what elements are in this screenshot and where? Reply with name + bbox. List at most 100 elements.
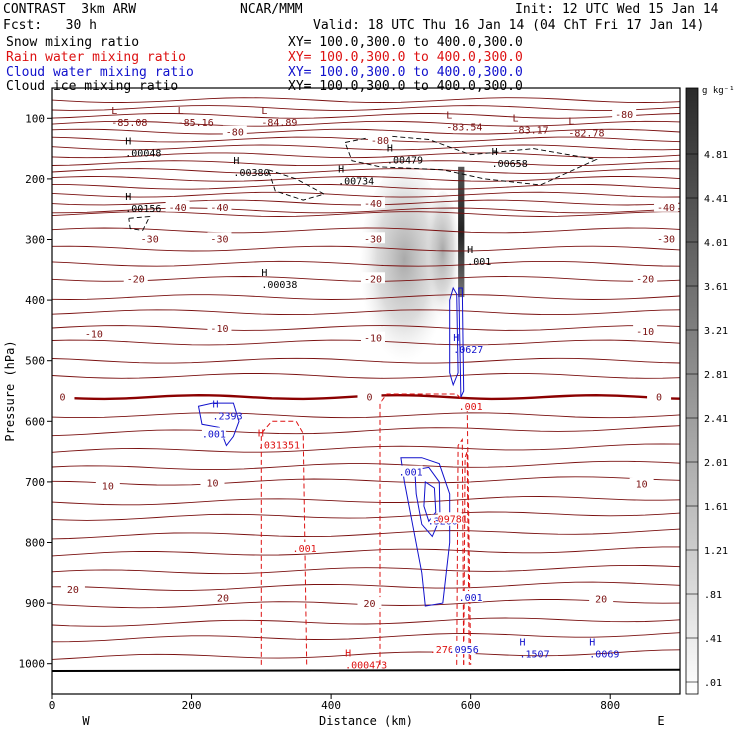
contour-label-bg (589, 592, 614, 604)
contour-label: -80 (226, 128, 244, 139)
extremum-value: .1507 (520, 650, 550, 661)
contour-label-bg (292, 541, 317, 553)
y-tick-label: 700 (25, 476, 45, 489)
contour-label-bg (629, 477, 654, 489)
valid-time: Valid: 18 UTC Thu 16 Jan 14 (04 ChT Fri … (313, 18, 705, 33)
contour-label-bg (207, 200, 232, 212)
extremum-value: .00156 (125, 204, 161, 215)
colorbar-label: .01 (704, 678, 722, 689)
field-xy-rain: XY= 100.0,300.0 to 400.0,300.0 (288, 50, 523, 65)
contour-label: .001 (293, 544, 317, 555)
contour-label-bg (81, 327, 106, 339)
contour-label: -30 (364, 234, 382, 245)
contour-label-bg (165, 200, 190, 212)
temperature-isoline (52, 160, 680, 167)
contour-label-bg (357, 597, 382, 609)
contour-label: 20 (217, 594, 229, 605)
contour-label: -30 (210, 234, 228, 245)
temperature-isoline (52, 581, 680, 591)
contour-label: -40 (657, 203, 675, 214)
cloud-water-isoline (400, 457, 451, 607)
plot-frame (51, 87, 681, 695)
extremum-value: -85.16 (178, 118, 214, 129)
contour-label-bg (360, 232, 385, 244)
contour-label: .001 (459, 593, 483, 604)
contour-label-bg (201, 427, 226, 439)
temperature-isoline (52, 617, 680, 627)
temperature-isoline (52, 649, 680, 660)
rain-isoline (260, 420, 308, 665)
contour-label: -10 (636, 327, 654, 338)
temperature-isoline (52, 152, 680, 159)
temperature-isoline (52, 443, 680, 453)
contour-label-bg (137, 232, 162, 244)
cloud-water-isoline (449, 286, 459, 387)
snow-core (425, 191, 461, 325)
temperature-isoline (52, 211, 680, 217)
temperature-isoline (52, 632, 680, 643)
contour-label: -20 (636, 274, 654, 285)
temperature-isoline (52, 176, 680, 182)
temperature-isoline (52, 207, 680, 214)
colorbar-label: .41 (704, 634, 722, 645)
extremum-value: .001 (467, 257, 491, 268)
field-xy-snow: XY= 100.0,300.0 to 400.0,300.0 (288, 35, 523, 50)
x-tick-label: 400 (321, 699, 341, 712)
contour-label-bg (210, 591, 235, 603)
contour-label-bg (360, 272, 385, 284)
surface-line (52, 668, 680, 672)
temperature-isoline (52, 511, 680, 521)
contour-label-bg (437, 512, 462, 524)
temperature-isoline (52, 113, 680, 119)
colorbar: g kg⁻¹ 4.81 4.41 4.01 3.61 3.21 2.81 2.41 2.01 1… (685, 86, 735, 695)
extremum-marker: H (467, 245, 473, 256)
y-tick-label: 200 (25, 173, 45, 186)
x-tick-label: 800 (600, 699, 620, 712)
contour-label-bg (207, 232, 232, 244)
extremum-marker: L (111, 106, 117, 117)
temperature-isoline (52, 564, 680, 575)
field-label-cloud-water: Cloud water mixing ratio (6, 65, 194, 80)
y-axis-title: Pressure (hPa) (3, 340, 17, 441)
y-tick-label: 900 (25, 597, 45, 610)
contour-label: -80 (615, 110, 633, 121)
contour-label: 20 (595, 594, 607, 605)
contour-label-bg (367, 134, 392, 146)
contour-label: 10 (102, 482, 114, 493)
contour-label: .2766 (430, 645, 460, 656)
field-label-cloud-ice: Cloud ice mixing ratio (6, 79, 179, 94)
contour-label-bg (647, 390, 672, 402)
ice-outline (128, 215, 151, 231)
colorbar-label: 2.81 (704, 370, 728, 381)
contour-label-bg (633, 325, 658, 337)
x-end-west: W (82, 714, 90, 728)
contour-label: 10 (206, 479, 218, 490)
colorbar-label: 4.01 (704, 238, 728, 249)
y-tick-label: 600 (25, 415, 45, 428)
contour-label-bg (654, 232, 679, 244)
extremum-marker: L (261, 106, 267, 117)
contour-label-bg (95, 479, 120, 491)
x-tick-label: 600 (461, 699, 481, 712)
y-tick-label: 100 (25, 112, 45, 125)
extremum-value: .00734 (338, 176, 374, 187)
contour-label: .001 (459, 402, 483, 413)
extremum-marker: H (233, 156, 239, 167)
colorbar-label: 3.21 (704, 326, 728, 337)
contour-label-bg (633, 272, 658, 284)
extremum-marker: H (125, 192, 131, 203)
cloud-water-isoline (414, 466, 441, 538)
temperature-isoline (52, 496, 680, 506)
extremum-value: -84.89 (261, 118, 297, 129)
cloud-water-isoline (458, 287, 465, 398)
contour-label: -40 (169, 203, 187, 214)
contour-label-bg (360, 197, 385, 209)
extremum-marker: H (589, 638, 595, 649)
extremum-marker: H (212, 399, 218, 410)
contour-label-bg (50, 390, 75, 402)
x-end-east: E (657, 714, 664, 728)
temperature-isoline (52, 120, 680, 127)
extremum-value: .00658 (492, 159, 528, 170)
temperature-isoline (52, 476, 680, 486)
contour-label: 0 (656, 392, 662, 403)
